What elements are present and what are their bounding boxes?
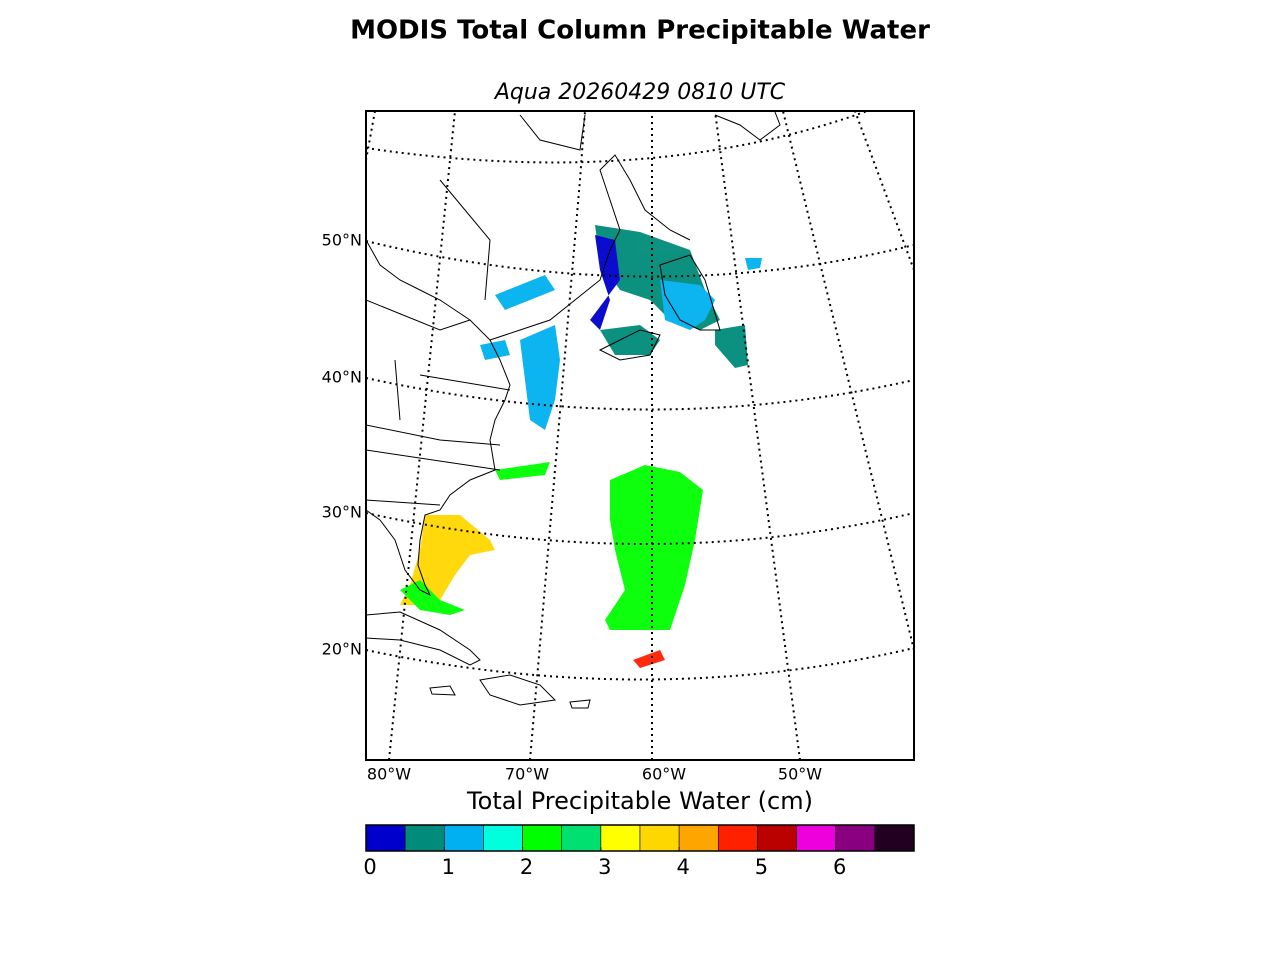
- lon-labels: 80°W 70°W 60°W 50°W: [367, 765, 822, 784]
- colorbar-tick-label: 3: [598, 855, 611, 879]
- lat-labels: 50°N 40°N 30°N 20°N: [322, 231, 362, 659]
- colorbar-swatch: [874, 824, 915, 852]
- pw-field: [400, 225, 762, 668]
- colorbar-swatch: [757, 824, 797, 852]
- lat-label: 30°N: [322, 503, 362, 522]
- lon-label: 50°W: [778, 765, 822, 784]
- graticule: [366, 111, 914, 760]
- title: MODIS Total Column Precipitable Water: [350, 16, 930, 46]
- colorbar-swatch: [678, 824, 719, 852]
- colorbar-swatch: [639, 824, 680, 852]
- colorbar-swatch: [835, 824, 876, 852]
- lon-label: 70°W: [505, 765, 549, 784]
- lon-label: 60°W: [642, 765, 686, 784]
- colorbar-swatch: [443, 824, 484, 852]
- colorbar-swatch: [522, 824, 563, 852]
- coastlines: [366, 111, 781, 709]
- colorbar-tick-label: 6: [833, 855, 846, 879]
- lat-label: 20°N: [322, 640, 362, 659]
- lat-label: 50°N: [322, 231, 362, 250]
- colorbar-tick-label: 2: [520, 855, 533, 879]
- colorbar-swatch: [365, 824, 406, 852]
- colorbar-swatch: [717, 824, 758, 852]
- colorbar-swatch: [561, 824, 602, 852]
- colorbar-swatch: [483, 824, 523, 852]
- colorbar-swatch: [600, 824, 641, 852]
- map-frame: [365, 110, 915, 761]
- colorbar: 0 1 2 3 4 5 6: [363, 824, 915, 879]
- lat-label: 40°N: [322, 368, 362, 387]
- subtitle: Aqua 20260429 0810 UTC: [493, 80, 786, 105]
- colorbar-frame: [365, 824, 915, 852]
- colorbar-swatch: [796, 824, 837, 852]
- lon-label: 80°W: [367, 765, 411, 784]
- colorbar-tick-label: 4: [676, 855, 689, 879]
- colorbar-swatch: [404, 824, 445, 852]
- colorbar-tick-label: 5: [755, 855, 768, 879]
- map-body: [366, 111, 914, 760]
- colorbar-tick-label: 1: [442, 855, 455, 879]
- colorbar-label: Total Precipitable Water (cm): [466, 787, 813, 815]
- colorbar-tick-label: 0: [363, 855, 376, 879]
